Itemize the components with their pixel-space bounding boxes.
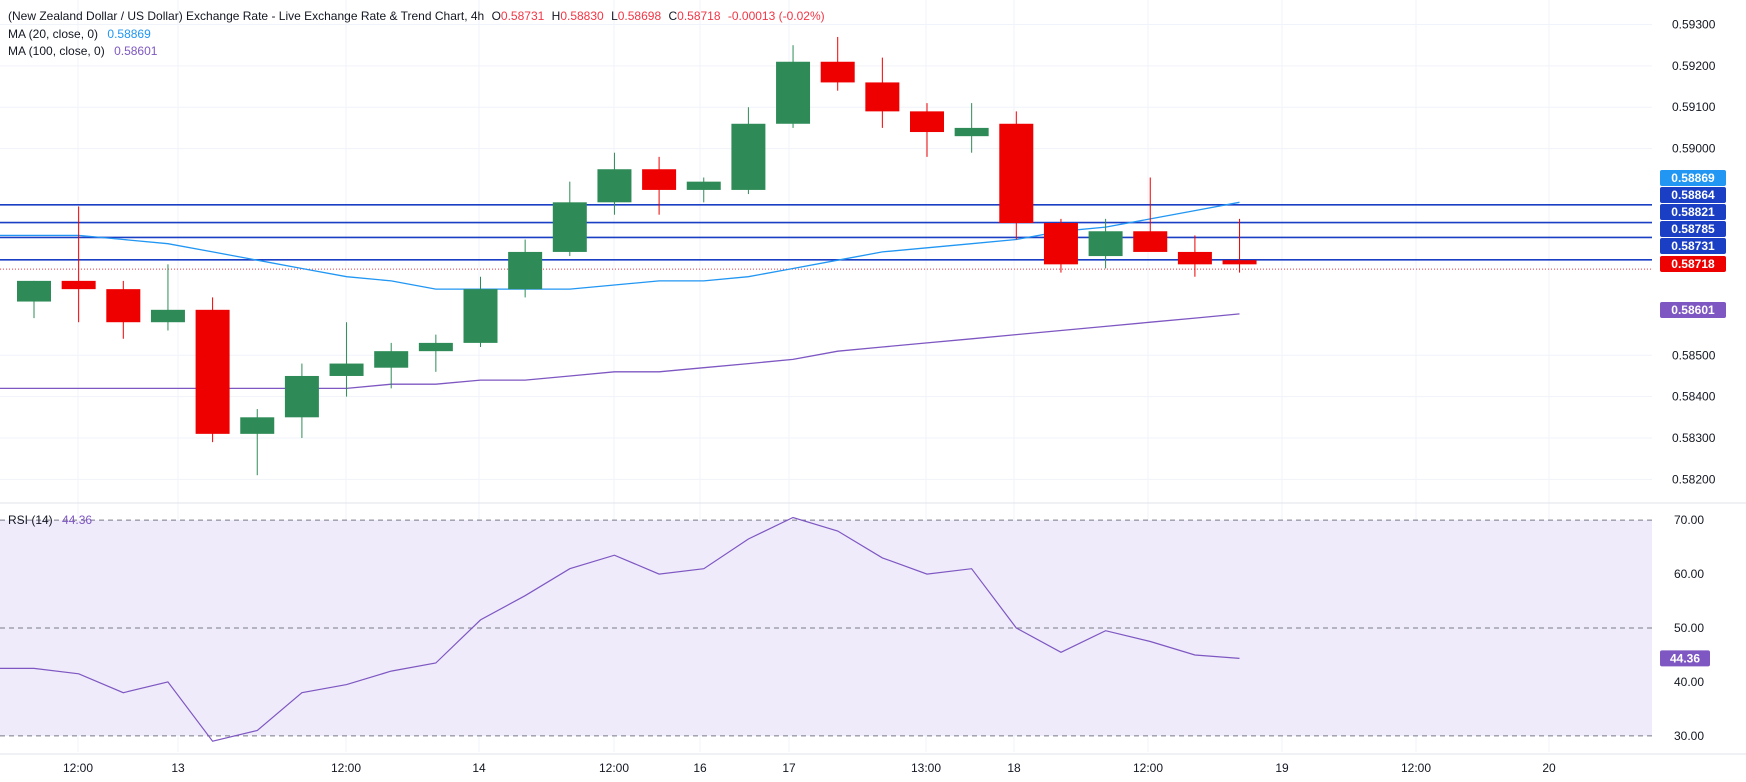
candle-body xyxy=(1043,222,1078,265)
time-axis-tick-label: 12:00 xyxy=(331,761,361,775)
price-axis-tick-label: 0.58400 xyxy=(1672,390,1716,404)
price-label-last xyxy=(1660,256,1726,272)
price-label-text: 0.58821 xyxy=(1671,205,1715,219)
price-label-text: 0.58869 xyxy=(1671,171,1715,185)
candle-body xyxy=(820,61,855,83)
rsi-axis-tick-label: 30.00 xyxy=(1674,729,1704,743)
ohlc-open-value: 0.58731 xyxy=(500,9,545,23)
price-label-level xyxy=(1660,204,1726,220)
candle-body xyxy=(508,251,543,290)
time-axis-tick-label: 12:00 xyxy=(599,761,629,775)
ma20-legend[interactable]: MA (20, close, 0) 0.58869 xyxy=(8,27,151,41)
price-axis-tick-label: 0.58200 xyxy=(1672,472,1716,486)
candle-body xyxy=(642,169,677,190)
time-axis-tick-label: 14 xyxy=(472,761,486,775)
ma100-line xyxy=(0,313,1240,390)
ma20-line xyxy=(0,201,1240,290)
ohlc-close-value: 0.58718 xyxy=(677,9,721,23)
candle-body xyxy=(284,375,319,418)
price-label-level xyxy=(1660,187,1726,203)
ma20-value: 0.58869 xyxy=(107,27,151,41)
price-axis-tick-label: 0.58300 xyxy=(1672,431,1716,445)
rsi-value: 44.36 xyxy=(62,513,93,527)
rsi-legend[interactable]: RSI (14) 44.36 xyxy=(8,513,92,527)
price-label-level xyxy=(1660,221,1726,237)
candle-body xyxy=(1177,251,1212,265)
ma100-value: 0.58601 xyxy=(114,44,158,58)
price-label-level xyxy=(1660,238,1726,254)
price-label-text: 0.58785 xyxy=(1671,222,1715,236)
candle-body xyxy=(418,342,453,352)
candle-body xyxy=(776,61,811,124)
candle-body xyxy=(374,351,409,368)
price-label-ma100 xyxy=(1660,302,1726,318)
ma100-label: MA (100, close, 0) xyxy=(8,44,105,58)
candle-body xyxy=(240,417,275,434)
ohlc-change: -0.00013 (-0.02%) xyxy=(727,9,825,23)
time-axis-tick-label: 12:00 xyxy=(1401,761,1431,775)
price-axis-tick-label: 0.59000 xyxy=(1672,142,1716,156)
time-axis-tick-label: 20 xyxy=(1542,761,1556,775)
price-label-text: 0.58731 xyxy=(1671,239,1715,253)
ohlc-low-value: 0.58698 xyxy=(617,9,662,23)
time-axis-tick-label: 13:00 xyxy=(911,761,941,775)
rsi-current-label xyxy=(1660,650,1710,667)
ma100-legend[interactable]: MA (100, close, 0) 0.58601 xyxy=(8,44,157,58)
time-axis-tick-label: 16 xyxy=(693,761,707,775)
time-axis-tick-label: 19 xyxy=(1275,761,1289,775)
price-label-ma20 xyxy=(1660,170,1726,186)
rsi-current-label-text: 44.36 xyxy=(1670,651,1700,665)
candle-body xyxy=(1133,231,1168,252)
candle-body xyxy=(106,289,141,323)
candle-body xyxy=(1088,231,1123,257)
time-axis-tick-label: 13 xyxy=(171,761,185,775)
candle-body xyxy=(552,202,587,252)
time-axis-tick-label: 18 xyxy=(1007,761,1021,775)
rsi-axis-tick-label: 70.00 xyxy=(1674,513,1704,527)
ohlc-high-label: H xyxy=(551,9,561,23)
rsi-axis-tick-label: 60.00 xyxy=(1674,567,1704,581)
ohlc-low-label: L xyxy=(611,9,618,23)
ohlc-high-value: 0.58830 xyxy=(560,9,604,23)
candle-body xyxy=(865,82,900,112)
candle-body xyxy=(954,127,989,137)
candle-body xyxy=(17,280,51,302)
rsi-axis-tick-label: 50.00 xyxy=(1674,621,1704,635)
ma20-label: MA (20, close, 0) xyxy=(8,27,99,41)
candle-body xyxy=(195,309,230,434)
rsi-line xyxy=(0,516,1240,742)
price-axis-tick-label: 0.59200 xyxy=(1672,59,1716,73)
candle-body xyxy=(61,280,96,290)
candle-body xyxy=(686,181,721,190)
rsi-label: RSI (14) xyxy=(8,513,53,527)
time-axis-tick-label: 12:00 xyxy=(1133,761,1163,775)
ohlc-close-label: C xyxy=(668,9,678,23)
candle-body xyxy=(597,169,632,203)
price-label-text: 0.58864 xyxy=(1671,188,1715,202)
rsi-band xyxy=(0,520,1652,736)
price-axis-tick-label: 0.58500 xyxy=(1672,348,1716,362)
candle-body xyxy=(910,111,944,133)
candle-body xyxy=(463,289,498,343)
time-axis-tick-label: 12:00 xyxy=(63,761,93,775)
ohlc-open-label: O xyxy=(491,9,501,23)
candle-body xyxy=(731,123,766,190)
rsi-axis-tick-label: 40.00 xyxy=(1674,675,1704,689)
chart-title: (New Zealand Dollar / US Dollar) Exchang… xyxy=(8,9,485,23)
time-axis-tick-label: 17 xyxy=(782,761,796,775)
price-label-text: 0.58601 xyxy=(1671,303,1715,317)
candle-body xyxy=(999,123,1034,223)
candle-body xyxy=(150,309,185,323)
price-axis-tick-label: 0.59100 xyxy=(1672,100,1716,114)
price-label-text: 0.58718 xyxy=(1671,257,1715,271)
candle-body xyxy=(329,363,364,376)
chart-header: (New Zealand Dollar / US Dollar) Exchang… xyxy=(8,9,825,23)
price-axis-tick-label: 0.59300 xyxy=(1672,18,1716,32)
candle-body xyxy=(1222,260,1257,265)
